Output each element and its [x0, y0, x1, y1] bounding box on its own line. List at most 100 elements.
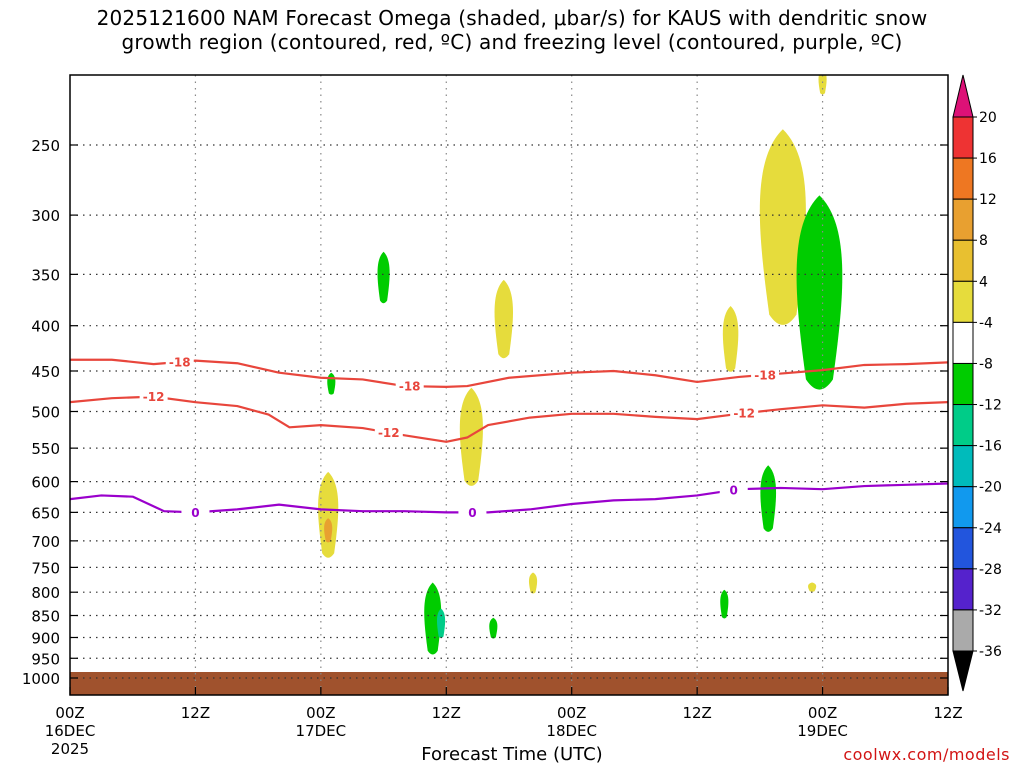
omega-region	[722, 305, 739, 372]
x-tick-label: 12Z	[682, 704, 711, 722]
colorbar-bin	[952, 157, 974, 200]
omega-shading-layer	[318, 75, 843, 655]
colorbar-bottom-cap	[952, 650, 974, 692]
colorbar-label: 20	[979, 110, 997, 126]
y-tick-label: 350	[31, 266, 60, 284]
contour-label: 0	[468, 506, 476, 520]
colorbar-bin	[952, 198, 974, 241]
colorbar-label: -28	[979, 562, 1002, 578]
y-tick-label: 400	[31, 318, 60, 336]
colorbar-bin	[952, 527, 974, 570]
colorbar-bin	[952, 321, 974, 364]
contour-label: -12	[733, 407, 755, 421]
omega-region	[494, 279, 514, 359]
contour-label-bg	[139, 389, 168, 404]
y-tick-label: 500	[31, 404, 60, 422]
contour-label: -12	[143, 390, 165, 404]
colorbar-top-cap	[952, 74, 974, 118]
y-tick-label: 450	[31, 363, 60, 381]
y-tick-label: 700	[31, 533, 60, 551]
omega-region	[818, 75, 827, 95]
terrain-layer	[70, 672, 948, 695]
colorbar-bin	[952, 568, 974, 611]
x-axis-label: Forecast Time (UTC)	[421, 744, 603, 765]
colorbar-label: -24	[979, 521, 1002, 537]
y-tick-label: 550	[31, 440, 60, 458]
contour-label: -18	[754, 368, 776, 382]
x-tick-date: 19DEC	[797, 722, 848, 740]
chart-title-line2: growth region (contoured, red, ºC) and f…	[121, 30, 903, 54]
contour-layer: -18 -18 -18 -12 -12 -12 0 0 0	[70, 354, 948, 520]
contour-line	[70, 395, 948, 443]
y-tick-label: 800	[31, 584, 60, 602]
contour-label-bg	[181, 505, 210, 520]
y-tick-label: 950	[31, 650, 60, 668]
colorbar-bin	[952, 486, 974, 529]
x-tick-date: 17DEC	[296, 722, 347, 740]
x-tick-date: 18DEC	[546, 722, 597, 740]
x-tick-label: 00Z	[55, 704, 84, 722]
colorbar-bin	[952, 116, 974, 159]
contour-label-bg	[458, 505, 487, 520]
contour-label-bg	[165, 354, 194, 369]
colorbar-label: -4	[979, 315, 993, 331]
contour-label: -18	[169, 355, 191, 369]
omega-region	[327, 372, 336, 395]
colorbar-label: -8	[979, 356, 993, 372]
contour-line	[70, 358, 948, 388]
contour-label-bg	[730, 406, 759, 421]
y-tick-label: 250	[31, 137, 60, 155]
y-tick-label: 900	[31, 629, 60, 647]
colorbar-bin	[952, 239, 974, 282]
omega-region	[759, 129, 806, 325]
omega-region	[377, 251, 390, 304]
colorbar: 20 16 12 8 4 -4 -8 -12 -16 -20 -24 -28 -32 -36	[952, 74, 1002, 692]
x-tick-date: 16DEC	[45, 722, 96, 740]
omega-region	[318, 471, 339, 558]
colorbar-label: -16	[979, 439, 1002, 455]
terrain-fill	[70, 672, 948, 695]
colorbar-label: 16	[979, 151, 997, 167]
omega-region	[796, 195, 843, 390]
x-tick-label: 00Z	[557, 704, 586, 722]
colorbar-bin	[952, 280, 974, 323]
y-tick-label: 850	[31, 608, 60, 626]
colorbar-label: -32	[979, 603, 1002, 619]
x-tick-label: 12Z	[432, 704, 461, 722]
x-tick-label: 12Z	[933, 704, 962, 722]
x-tick-label: 00Z	[306, 704, 335, 722]
colorbar-label: -20	[979, 480, 1002, 496]
y-tick-label: 300	[31, 207, 60, 225]
chart-title-line1: 2025121600 NAM Forecast Omega (shaded, μ…	[96, 6, 928, 30]
colorbar-label: -36	[979, 644, 1002, 660]
omega-region	[324, 518, 333, 543]
y-tick-label: 600	[31, 474, 60, 492]
contour-label-bg	[719, 482, 748, 497]
credit-link[interactable]: coolwx.com/models	[843, 745, 1010, 764]
x-tick-label: 00Z	[808, 704, 837, 722]
omega-region	[424, 582, 442, 655]
contour-label: -12	[378, 426, 400, 440]
axis-layer: 250 300 350 400 450 500 550 600 650 700 750 800 850 9…	[22, 74, 963, 758]
contour-label: 0	[730, 483, 738, 497]
omega-region	[720, 589, 729, 619]
colorbar-label: 12	[979, 192, 997, 208]
colorbar-label: 8	[979, 233, 988, 249]
colorbar-bin	[952, 445, 974, 488]
contour-label: -18	[399, 380, 421, 394]
y-tick-label: 650	[31, 504, 60, 522]
y-tick-label: 1000	[22, 670, 60, 688]
contour-label-bg	[395, 379, 424, 394]
contour-label-bg	[374, 425, 403, 440]
colorbar-label: -12	[979, 398, 1002, 414]
omega-region	[528, 572, 538, 594]
colorbar-label: 4	[979, 274, 988, 290]
contour-label-bg	[751, 367, 780, 382]
x-tick-label: 12Z	[181, 704, 210, 722]
colorbar-bin	[952, 404, 974, 447]
omega-region	[489, 617, 498, 639]
omega-region	[808, 582, 817, 592]
plot-frame	[69, 74, 949, 696]
y-tick-label: 750	[31, 559, 60, 577]
